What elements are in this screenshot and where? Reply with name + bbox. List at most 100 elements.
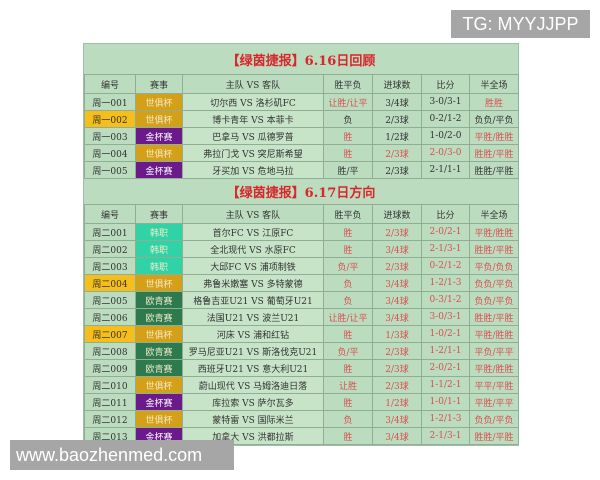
table-row: 周二006 欧青赛 法国U21 VS 波兰U21 让胜/让平 3/4球 3-0/3-1 胜胜… bbox=[84, 308, 519, 326]
score: 1-2/1-3 bbox=[421, 274, 470, 292]
half-full-time: 平胜/平平 bbox=[469, 393, 519, 411]
win-draw-lose: 负 bbox=[323, 291, 373, 309]
total-goals: 2/3球 bbox=[372, 223, 422, 241]
win-draw-lose: 负 bbox=[323, 410, 373, 428]
section-title: 【绿茵捷报】6.17日方向 bbox=[84, 179, 518, 204]
results-table: 编号 赛事 主队 VS 客队 胜平负 进球数 比分 半全场 周一001 世俱杯 切尔西 VS 洛杉… bbox=[84, 74, 519, 179]
win-draw-lose: 负 bbox=[323, 110, 373, 128]
total-goals: 1/3球 bbox=[372, 325, 422, 343]
league-badge: 韩职 bbox=[135, 223, 183, 241]
league-badge: 金杯赛 bbox=[135, 127, 183, 145]
win-draw-lose: 让胜 bbox=[323, 376, 373, 394]
watermark-telegram: TG: MYYJJPP bbox=[451, 10, 590, 38]
total-goals: 3/4球 bbox=[372, 291, 422, 309]
column-header: 半全场 bbox=[469, 204, 519, 224]
match-id: 周二008 bbox=[84, 342, 136, 360]
half-full-time: 胜胜/平胜 bbox=[469, 240, 519, 258]
table-row: 周二002 韩职 全北现代 VS 水原FC 胜 3/4球 2-1/3-1 胜胜/平胜 bbox=[84, 240, 519, 258]
score: 2-1/1-1 bbox=[421, 161, 470, 179]
match-id: 周一004 bbox=[84, 144, 136, 162]
half-full-time: 胜胜/平胜 bbox=[469, 144, 519, 162]
total-goals: 3/4球 bbox=[372, 274, 422, 292]
half-full-time: 平胜/胜胜 bbox=[469, 325, 519, 343]
match-id: 周二006 bbox=[84, 308, 136, 326]
match-id: 周二010 bbox=[84, 376, 136, 394]
score: 1-0/1-1 bbox=[421, 393, 470, 411]
table-row: 周一004 世俱杯 弗拉门戈 VS 突尼斯希望胜 2/3球 2-0/3-0 胜胜/平胜 bbox=[84, 144, 519, 162]
teams: 蒙特雷 VS 国际米兰 bbox=[182, 410, 324, 428]
match-id: 周一001 bbox=[84, 93, 136, 111]
win-draw-lose: 胜 bbox=[323, 240, 373, 258]
match-id: 周一002 bbox=[84, 110, 136, 128]
league-badge: 欧青赛 bbox=[135, 359, 183, 377]
section-title: 【绿茵捷报】6.16日回顾 bbox=[84, 44, 518, 74]
league-badge: 世俱杯 bbox=[135, 376, 183, 394]
half-full-time: 平胜/胜胜 bbox=[469, 127, 519, 145]
column-header: 主队 VS 客队 bbox=[182, 74, 324, 94]
total-goals: 2/3球 bbox=[372, 342, 422, 360]
half-full-time: 平平/平胜 bbox=[469, 376, 519, 394]
win-draw-lose: 胜/平 bbox=[323, 161, 373, 179]
score: 0-2/1-2 bbox=[421, 257, 470, 275]
table-row: 周二003 韩职 大邱FC VS 浦项制铁 负/平 2/3球 0-2/1-2 平负/负负 bbox=[84, 257, 519, 275]
score: 1-0/2-0 bbox=[421, 127, 470, 145]
league-badge: 韩职 bbox=[135, 240, 183, 258]
league-badge: 欧青赛 bbox=[135, 308, 183, 326]
teams: 巴拿马 VS 瓜德罗普 bbox=[182, 127, 324, 145]
teams: 法国U21 VS 波兰U21 bbox=[182, 308, 324, 326]
score: 1-2/1-1 bbox=[421, 342, 470, 360]
match-id: 周二007 bbox=[84, 325, 136, 343]
half-full-time: 胜胜/平胜 bbox=[469, 427, 519, 445]
match-id: 周二001 bbox=[84, 223, 136, 241]
league-badge: 金杯赛 bbox=[135, 161, 183, 179]
score: 2-0/2-1 bbox=[421, 223, 470, 241]
half-full-time: 负负/平负 bbox=[469, 291, 519, 309]
table-row: 周二008 欧青赛 罗马尼亚U21 VS 斯洛伐克U21 负/平 2/3球 1-2/1-1… bbox=[84, 342, 519, 360]
column-header: 胜平负 bbox=[323, 74, 373, 94]
match-id: 周一005 bbox=[84, 161, 136, 179]
match-id: 周一003 bbox=[84, 127, 136, 145]
total-goals: 1/2球 bbox=[372, 127, 422, 145]
table-row: 周二005 欧青赛 格鲁吉亚U21 VS 葡萄牙U21 负 3/4球 0-3/1-2 负负/… bbox=[84, 291, 519, 309]
match-id: 周二005 bbox=[84, 291, 136, 309]
total-goals: 2/3球 bbox=[372, 161, 422, 179]
table-row: 周二009 欧青赛 西班牙U21 VS 意大利U21 胜 2/3球 2-0/2-1 平胜/胜… bbox=[84, 359, 519, 377]
match-id: 周二003 bbox=[84, 257, 136, 275]
column-header: 进球数 bbox=[372, 204, 422, 224]
column-header: 比分 bbox=[421, 204, 470, 224]
win-draw-lose: 让胜/让平 bbox=[323, 93, 373, 111]
score: 1-0/2-1 bbox=[421, 325, 470, 343]
win-draw-lose: 负/平 bbox=[323, 342, 373, 360]
teams: 弗拉门戈 VS 突尼斯希望 bbox=[182, 144, 324, 162]
total-goals: 2/3球 bbox=[372, 359, 422, 377]
league-badge: 世俱杯 bbox=[135, 325, 183, 343]
teams: 首尔FC VS 江原FC bbox=[182, 223, 324, 241]
table-row: 周二001 韩职 首尔FC VS 江原FC 胜 2/3球 2-0/2-1 平胜/胜胜 bbox=[84, 223, 519, 241]
score: 2-0/2-1 bbox=[421, 359, 470, 377]
win-draw-lose: 让胜/让平 bbox=[323, 308, 373, 326]
match-id: 周二002 bbox=[84, 240, 136, 258]
results-table: 编号 赛事 主队 VS 客队 胜平负 进球数 比分 半全场 周二001 韩职 首尔FC VS 江原… bbox=[84, 204, 519, 445]
teams: 库拉索 VS 萨尔瓦多 bbox=[182, 393, 324, 411]
score: 1-2/1-3 bbox=[421, 410, 470, 428]
table-row: 周二007 世俱杯 河床 VS 浦和红钻胜 1/3球 1-0/2-1 平胜/胜胜 bbox=[84, 325, 519, 343]
table-row: 周一003 金杯赛 巴拿马 VS 瓜德罗普胜 1/2球 1-0/2-0 平胜/胜胜 bbox=[84, 127, 519, 145]
table-row: 周一005 金杯赛 牙买加 VS 危地马拉 胜/平 2/3球 2-1/1-1 胜胜/平胜 bbox=[84, 161, 519, 179]
teams: 博卡青年 VS 本菲卡 bbox=[182, 110, 324, 128]
match-id: 周二009 bbox=[84, 359, 136, 377]
column-header: 编号 bbox=[84, 74, 136, 94]
teams: 牙买加 VS 危地马拉 bbox=[182, 161, 324, 179]
win-draw-lose: 胜 bbox=[323, 144, 373, 162]
league-badge: 世俱杯 bbox=[135, 144, 183, 162]
table-row: 周二004 世俱杯 弗鲁米嫩塞 VS 多特蒙德负 3/4球 1-2/1-3 负负/平负 bbox=[84, 274, 519, 292]
teams: 蔚山现代 VS 马姆洛迪日落 bbox=[182, 376, 324, 394]
match-id: 周二012 bbox=[84, 410, 136, 428]
league-badge: 世俱杯 bbox=[135, 274, 183, 292]
half-full-time: 胜胜 bbox=[469, 93, 519, 111]
league-badge: 金杯赛 bbox=[135, 393, 183, 411]
teams: 罗马尼亚U21 VS 斯洛伐克U21 bbox=[182, 342, 324, 360]
column-header: 赛事 bbox=[135, 204, 183, 224]
total-goals: 3/4球 bbox=[372, 240, 422, 258]
total-goals: 2/3球 bbox=[372, 110, 422, 128]
column-header: 赛事 bbox=[135, 74, 183, 94]
